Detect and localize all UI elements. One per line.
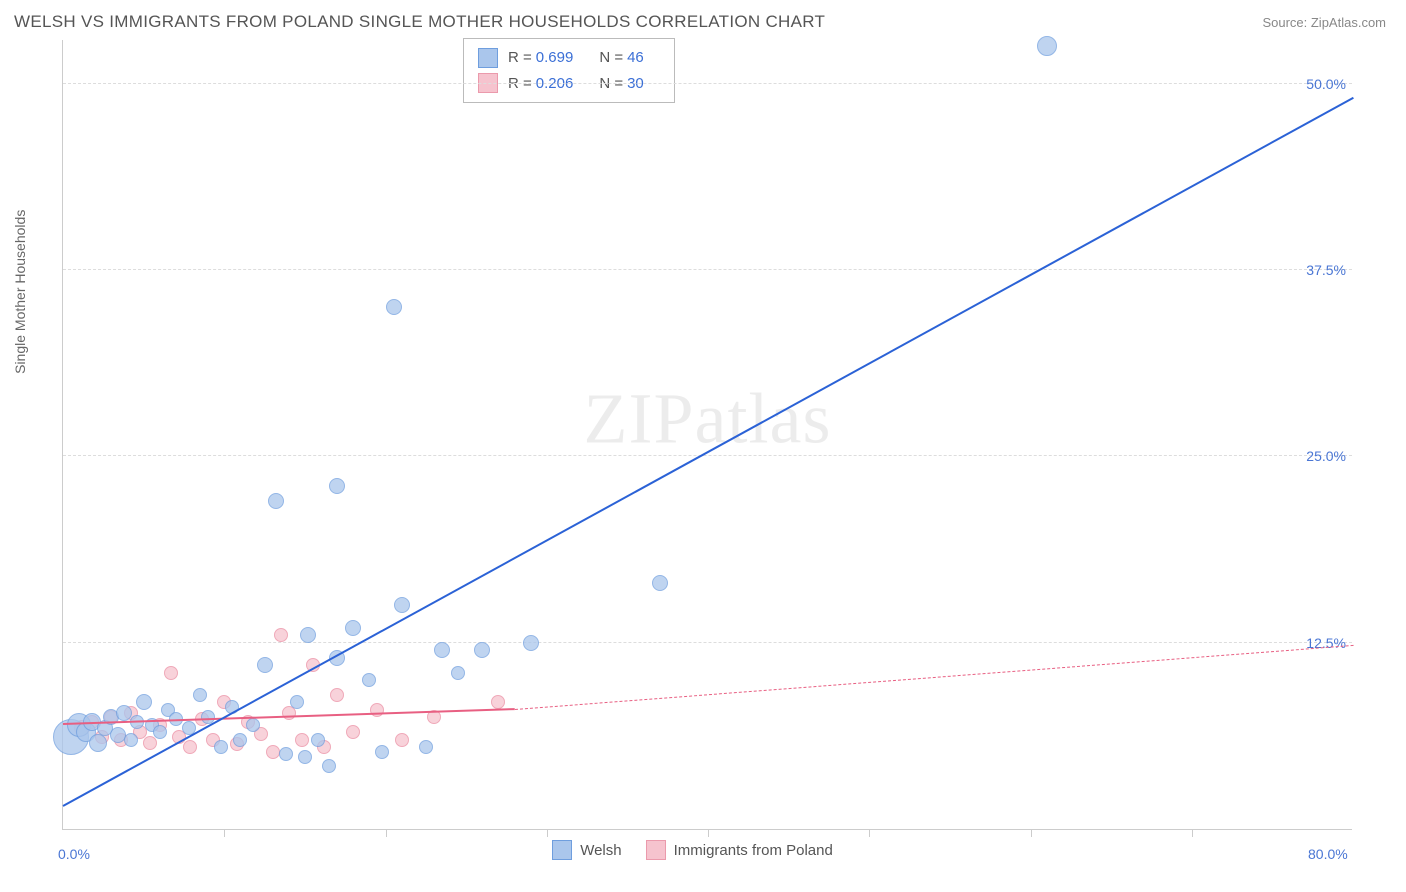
gridline — [63, 642, 1352, 643]
legend-item: Immigrants from Poland — [646, 840, 833, 860]
x-tick — [1031, 829, 1032, 837]
watermark: ZIPatlas — [584, 377, 832, 460]
gridline — [63, 83, 1352, 84]
welsh-point — [419, 740, 433, 754]
welsh-point — [394, 597, 410, 613]
welsh-point — [451, 666, 465, 680]
welsh-point — [246, 718, 260, 732]
welsh-point — [268, 493, 284, 509]
chart-header: WELSH VS IMMIGRANTS FROM POLAND SINGLE M… — [0, 0, 1406, 40]
welsh-point — [329, 478, 345, 494]
source-attribution: Source: ZipAtlas.com — [1262, 15, 1386, 30]
poland-point — [330, 688, 344, 702]
welsh-point — [386, 299, 402, 315]
welsh-point — [523, 635, 539, 651]
x-tick — [708, 829, 709, 837]
welsh-point — [290, 695, 304, 709]
welsh-point — [153, 725, 167, 739]
x-tick — [224, 829, 225, 837]
poland-point — [295, 733, 309, 747]
y-tick-label: 25.0% — [1306, 448, 1346, 464]
welsh-point — [233, 733, 247, 747]
legend-n: N =46 — [599, 45, 659, 71]
legend-item: Welsh — [552, 840, 621, 860]
welsh-point — [434, 642, 450, 658]
welsh-point — [300, 627, 316, 643]
legend-swatch — [552, 840, 572, 860]
y-axis-label: Single Mother Households — [12, 210, 28, 374]
x-tick — [1192, 829, 1193, 837]
legend-swatch — [646, 840, 666, 860]
legend-r: R =0.699 — [508, 45, 589, 71]
welsh-point — [362, 673, 376, 687]
poland-point — [395, 733, 409, 747]
poland-point — [266, 745, 280, 759]
y-tick-label: 37.5% — [1306, 262, 1346, 278]
legend-swatch — [478, 48, 498, 68]
poland-point — [491, 695, 505, 709]
welsh-point — [474, 642, 490, 658]
poland-point — [183, 740, 197, 754]
welsh-point — [322, 759, 336, 773]
welsh-point — [257, 657, 273, 673]
chart-container: Single Mother Households ZIPatlas R =0.6… — [14, 40, 1392, 872]
x-tick — [869, 829, 870, 837]
poland-trend-extension — [514, 645, 1353, 710]
welsh-point — [652, 575, 668, 591]
chart-title: WELSH VS IMMIGRANTS FROM POLAND SINGLE M… — [14, 12, 825, 32]
x-axis-min-label: 0.0% — [58, 846, 90, 862]
welsh-point — [124, 733, 138, 747]
poland-point — [164, 666, 178, 680]
x-axis-max-label: 80.0% — [1308, 846, 1348, 862]
welsh-point — [1037, 36, 1057, 56]
welsh-point — [136, 694, 152, 710]
welsh-point — [345, 620, 361, 636]
scatter-plot-area: ZIPatlas R =0.699N =46R =0.206N =30 12.5… — [62, 40, 1352, 830]
y-tick-label: 50.0% — [1306, 76, 1346, 92]
gridline — [63, 269, 1352, 270]
welsh-point — [311, 733, 325, 747]
x-tick — [386, 829, 387, 837]
welsh-trend-line — [63, 97, 1354, 807]
welsh-point — [279, 747, 293, 761]
welsh-point — [214, 740, 228, 754]
series-legend: Welsh Immigrants from Poland — [552, 840, 833, 860]
welsh-point — [375, 745, 389, 759]
poland-point — [346, 725, 360, 739]
legend-label: Immigrants from Poland — [674, 842, 833, 859]
welsh-point — [298, 750, 312, 764]
welsh-point — [193, 688, 207, 702]
legend-row: R =0.699 N =46 — [478, 45, 660, 71]
welsh-point — [89, 734, 107, 752]
correlation-legend: R =0.699N =46R =0.206N =30 — [463, 38, 675, 103]
legend-label: Welsh — [580, 842, 621, 859]
x-tick — [547, 829, 548, 837]
gridline — [63, 455, 1352, 456]
poland-point — [274, 628, 288, 642]
